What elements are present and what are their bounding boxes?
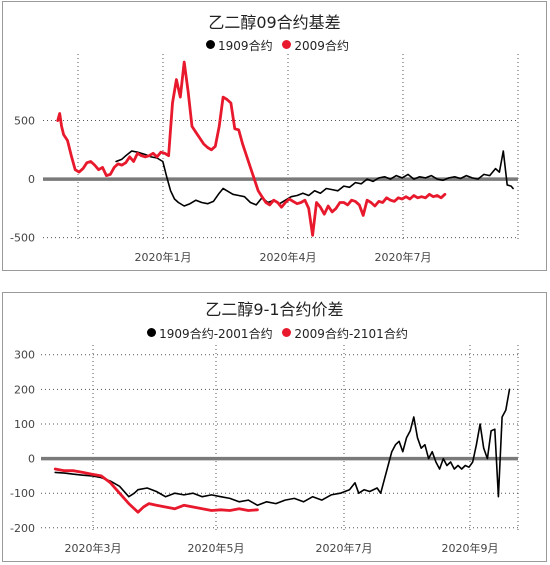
series-line-2 <box>53 467 259 514</box>
spread-chart-plot: 300 200 100 0 -100 -200 2020年3月 2020年5月 2020年7月 2… <box>10 345 519 555</box>
y-tick-label: 200 <box>14 383 35 396</box>
series-line-1 <box>115 150 514 207</box>
x-tick-label: 2020年1月 <box>135 250 192 264</box>
legend-label: 1909合约-2001合约 <box>159 327 273 341</box>
y-tick-label: -500 <box>10 232 35 245</box>
x-tick-label: 2020年7月 <box>375 250 432 264</box>
y-tick-label: 300 <box>14 349 35 362</box>
legend-label: 1909合约 <box>218 39 273 53</box>
basis-chart-plot: 500 0 -500 2020年1月 2020年4月 2020年7月 <box>10 54 519 264</box>
x-tick-label: 2020年4月 <box>260 250 317 264</box>
y-tick-label: -100 <box>10 487 35 500</box>
legend-label: 2009合约-2101合约 <box>294 327 408 341</box>
legend-marker-black <box>147 328 157 337</box>
y-tick-label: 100 <box>14 418 35 431</box>
legend-marker-red <box>282 328 292 337</box>
chart-title: 乙二醇9-1合约价差 <box>205 300 344 319</box>
chart-legend: 1909合约 2009合约 <box>3 37 546 54</box>
y-tick-label: 0 <box>28 173 35 186</box>
y-tick-label: -200 <box>10 522 35 535</box>
y-tick-label: 0 <box>28 453 35 466</box>
series-line-2 <box>56 60 447 237</box>
x-tick-label: 2020年3月 <box>65 541 122 555</box>
legend-label: 2009合约 <box>294 39 349 53</box>
x-tick-label: 2020年5月 <box>188 541 245 555</box>
spread-chart-panel: 乙二醇9-1合约价差 1909合约-2001合约 2009合约-2101合约 3… <box>2 292 547 562</box>
basis-chart-panel: 乙二醇09合约基差 1909合约 2009合约 500 0 -500 2020年1月 2… <box>2 1 547 271</box>
y-tick-label: 500 <box>14 115 35 128</box>
x-tick-label: 2020年7月 <box>316 541 373 555</box>
x-tick-label: 2020年9月 <box>442 541 499 555</box>
chart-title: 乙二醇09合约基差 <box>208 13 341 32</box>
legend-marker-red <box>282 40 292 49</box>
chart-legend: 1909合约-2001合约 2009合约-2101合约 <box>3 325 546 342</box>
legend-marker-black <box>206 40 216 49</box>
series-line-1 <box>54 388 511 507</box>
